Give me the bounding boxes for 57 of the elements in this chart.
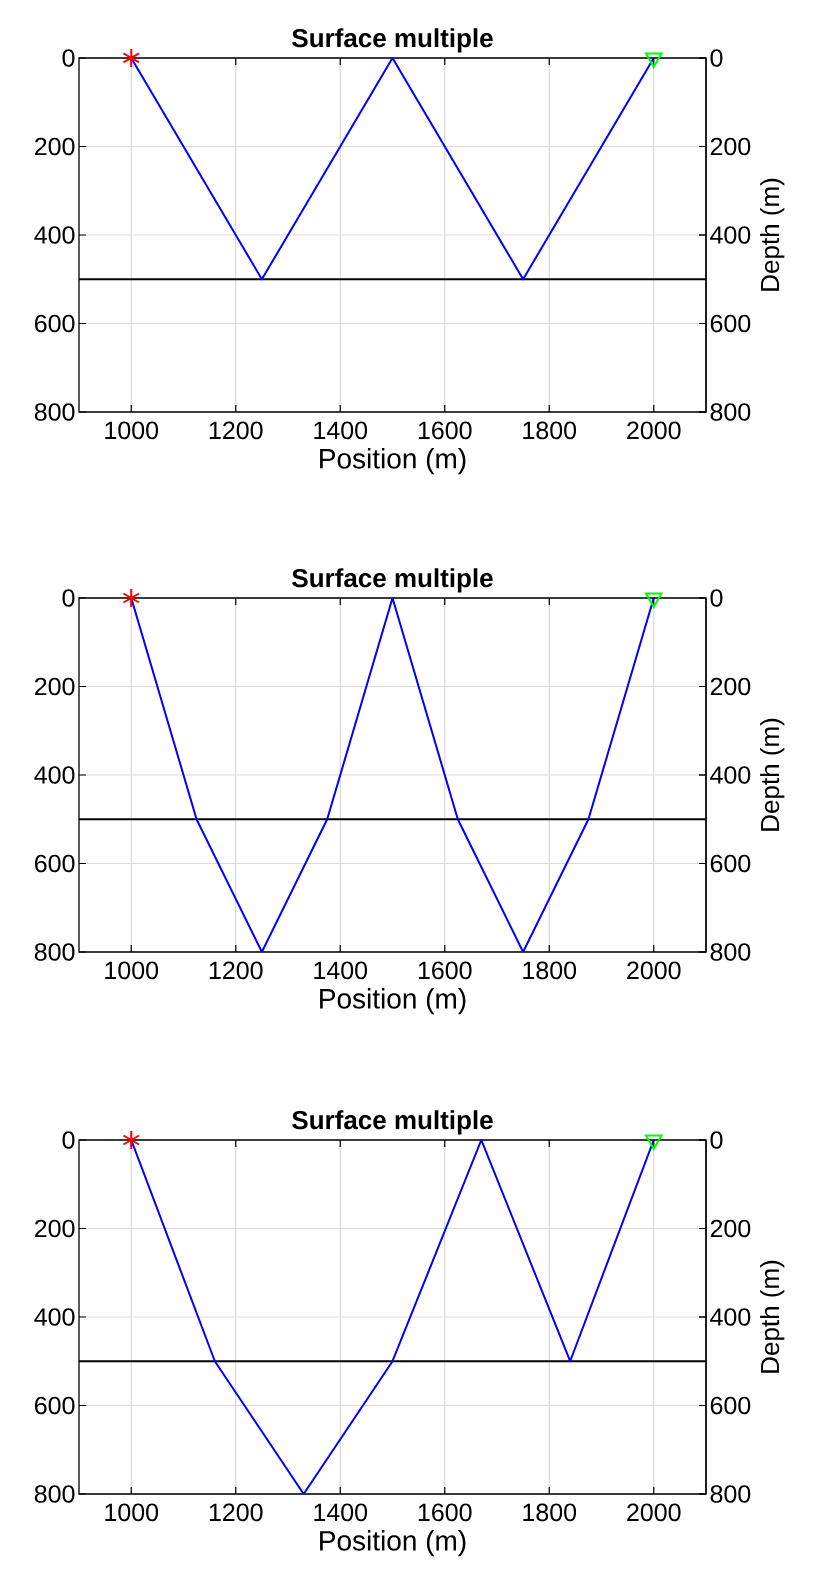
y-tick-label: 800: [34, 943, 75, 961]
x-tick-label: 1800: [523, 421, 577, 440]
y2-tick-label: 0: [710, 1131, 723, 1149]
y-tick-label: 200: [35, 677, 75, 696]
x-tick-label: 1600: [418, 1503, 472, 1522]
y-tick-label: 800: [34, 403, 75, 421]
chart-title: Surface multiple: [292, 28, 493, 53]
y2-tick-label: 400: [710, 1308, 751, 1326]
y2-axis-title: Depth (m): [760, 178, 785, 291]
y-tick-label: 600: [35, 1396, 75, 1415]
x-tick-label: 1800: [523, 961, 577, 980]
y2-tick-label: 800: [710, 943, 751, 961]
x-axis-title: Position (m): [320, 988, 466, 1015]
x-tick-label: 2000: [627, 961, 681, 980]
x-tick-label: 1600: [418, 961, 472, 980]
x-axis-title: Position (m): [320, 448, 466, 475]
y2-tick-label: 600: [710, 1396, 751, 1415]
y-tick-label: 400: [34, 766, 75, 784]
y-tick-label: 200: [35, 137, 75, 156]
y-tick-label: 800: [34, 1485, 75, 1503]
y2-tick-label: 600: [710, 314, 751, 333]
x-axis-title: Position (m): [320, 1530, 466, 1557]
x-tick-label: 1200: [209, 421, 263, 440]
y2-axis-title: Depth (m): [760, 718, 785, 831]
x-tick-label: 1000: [105, 961, 159, 980]
y-tick-label: 600: [35, 854, 75, 873]
y-tick-label: 600: [35, 314, 75, 333]
x-tick-label: 1400: [314, 421, 368, 440]
y2-tick-label: 800: [710, 403, 751, 421]
x-tick-label: 2000: [627, 1503, 681, 1522]
y-tick-label: 400: [34, 226, 75, 244]
x-tick-label: 2000: [627, 421, 681, 440]
y2-tick-label: 800: [710, 1485, 751, 1503]
y2-axis-title: Depth (m): [760, 1260, 785, 1373]
y2-tick-label: 0: [710, 49, 723, 67]
y2-tick-label: 0: [710, 589, 723, 607]
y2-tick-label: 400: [710, 226, 751, 244]
y2-tick-label: 600: [710, 854, 751, 873]
x-tick-label: 1800: [523, 1503, 577, 1522]
y2-tick-label: 400: [710, 766, 751, 784]
y2-tick-label: 200: [710, 677, 751, 696]
chart-title: Surface multiple: [292, 568, 493, 593]
x-tick-label: 1000: [105, 1503, 159, 1522]
y-tick-label: 400: [34, 1308, 75, 1326]
chart-title: Surface multiple: [292, 1110, 493, 1135]
x-tick-label: 1200: [209, 1503, 263, 1522]
x-tick-label: 1200: [209, 961, 263, 980]
y-tick-label: 0: [62, 49, 75, 67]
x-tick-label: 1600: [418, 421, 472, 440]
y-tick-label: 0: [62, 1131, 75, 1149]
y2-tick-label: 200: [710, 137, 751, 156]
y-tick-label: 200: [35, 1219, 75, 1238]
x-tick-label: 1400: [314, 1503, 368, 1522]
x-tick-label: 1000: [105, 421, 159, 440]
y-tick-label: 0: [62, 589, 75, 607]
x-tick-label: 1400: [314, 961, 368, 980]
y2-tick-label: 200: [710, 1219, 751, 1238]
